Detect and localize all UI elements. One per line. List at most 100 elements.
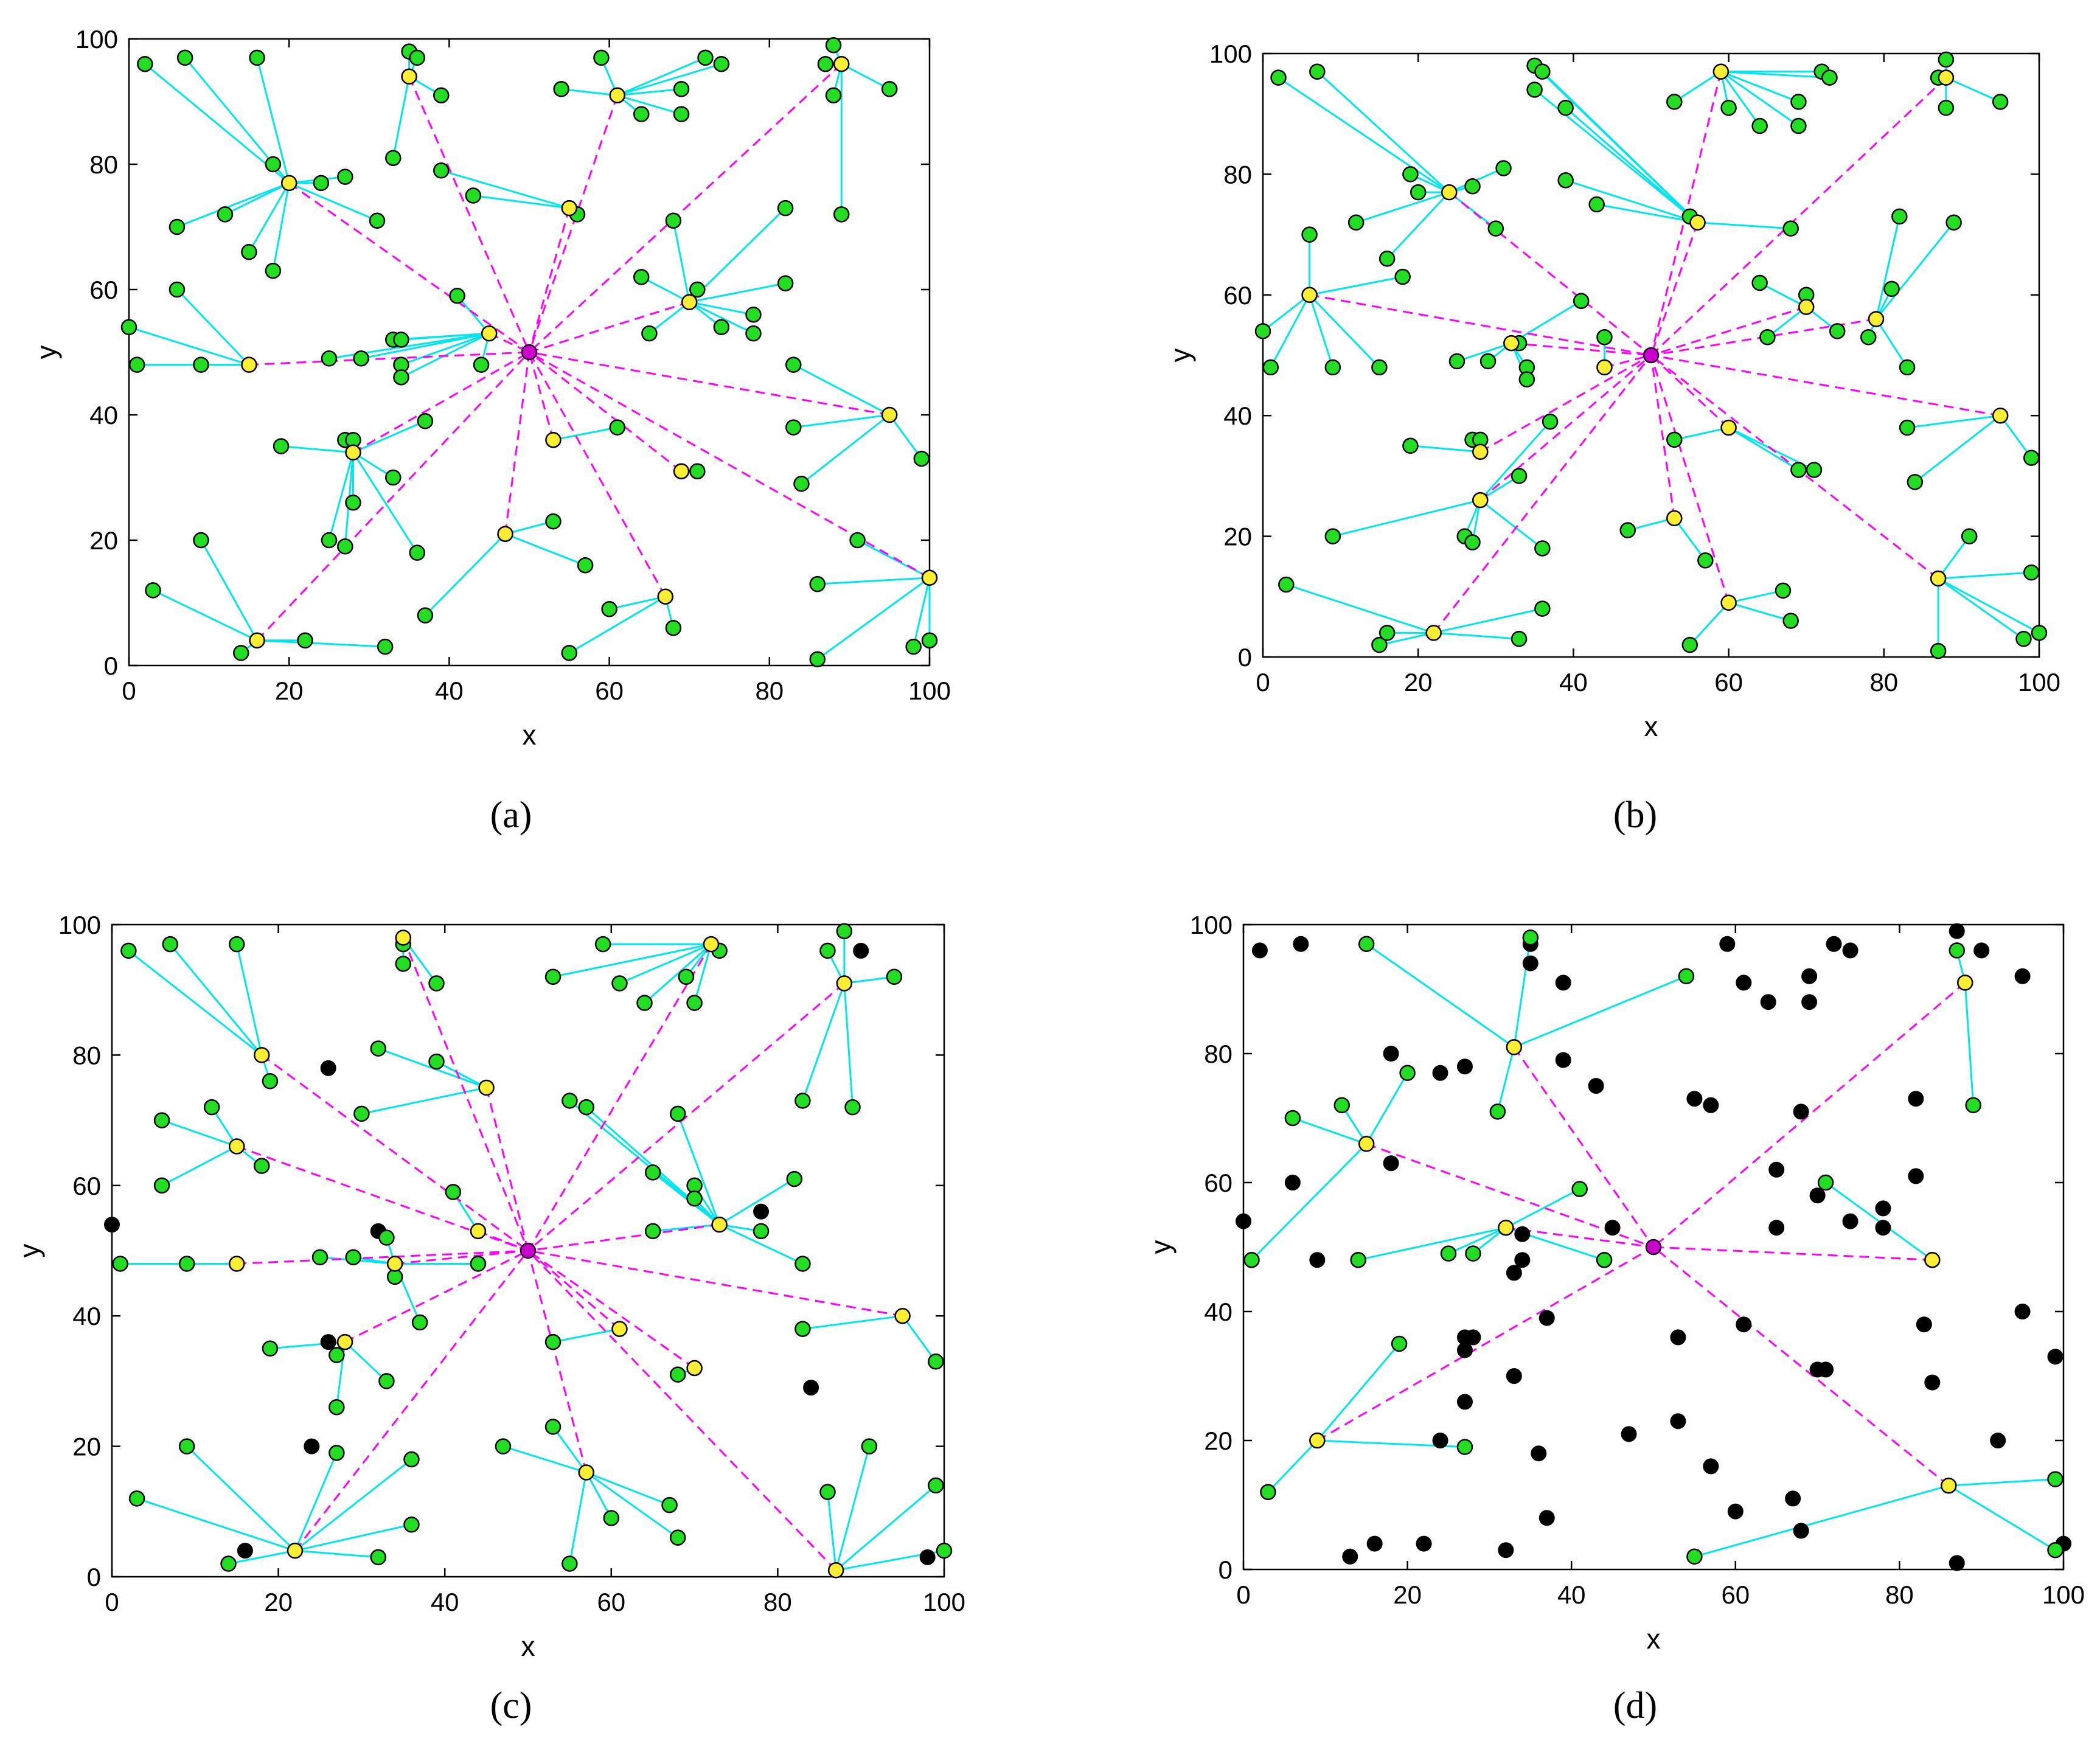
- y-axis-label: y: [1145, 1240, 1177, 1254]
- member-node: [785, 419, 802, 436]
- dead-node: [2014, 968, 2031, 984]
- cluster-link: [719, 1223, 804, 1265]
- cluster-link: [676, 1113, 721, 1225]
- cluster-link: [1949, 1478, 2056, 1487]
- dead-node: [1842, 942, 1858, 959]
- y-tick-label: 0: [1219, 1555, 1233, 1584]
- x-tick-label: 20: [275, 676, 304, 705]
- member-node: [369, 212, 386, 229]
- cluster-link: [1938, 577, 2025, 640]
- member-node: [785, 356, 802, 373]
- member-node: [253, 1158, 270, 1174]
- member-node: [809, 651, 826, 667]
- cluster-head-node: [921, 569, 938, 586]
- dead-node: [104, 1217, 120, 1233]
- cluster-head-node: [1924, 1251, 1941, 1268]
- cluster-link: [1759, 282, 1807, 308]
- dead-node: [1793, 1103, 1809, 1120]
- member-node: [669, 1366, 686, 1383]
- member-node: [1949, 942, 1966, 959]
- cluster-link: [569, 596, 666, 654]
- member-node: [603, 1510, 620, 1526]
- member-node: [578, 1099, 595, 1116]
- cluster-link: [504, 533, 586, 566]
- dead-node: [1293, 936, 1309, 952]
- member-node: [1534, 600, 1551, 617]
- member-node: [1686, 1548, 1703, 1565]
- member-node: [1817, 1174, 1834, 1191]
- cluster-head-node: [1498, 1219, 1514, 1236]
- dead-node: [1538, 1310, 1555, 1326]
- axes-box: [111, 923, 945, 1578]
- cluster-head-node: [497, 526, 513, 542]
- member-node: [562, 1555, 578, 1572]
- cluster-link: [857, 539, 930, 579]
- cluster-link: [617, 94, 682, 116]
- member-node: [1542, 413, 1559, 430]
- head-link: [527, 1249, 695, 1369]
- member-node: [417, 413, 434, 429]
- member-node: [1790, 462, 1807, 478]
- x-tick-label: 60: [597, 1588, 625, 1616]
- cluster-link: [1433, 608, 1543, 634]
- cluster-link: [1907, 414, 2001, 429]
- dead-node: [1949, 1555, 1965, 1571]
- member-node: [321, 350, 338, 367]
- cluster-link: [1366, 943, 1515, 1048]
- member-node: [2047, 1541, 2063, 1559]
- dead-node: [1538, 1510, 1555, 1526]
- cluster-link: [1938, 577, 2040, 634]
- member-node: [793, 476, 810, 492]
- head-link: [527, 1250, 588, 1473]
- x-tick-label: 40: [1557, 1580, 1586, 1609]
- cluster-head-node: [241, 356, 257, 373]
- axes-box: [1262, 52, 2040, 658]
- member-node: [145, 582, 161, 599]
- head-link: [1650, 355, 1730, 603]
- member-node: [678, 968, 695, 985]
- dead-node: [1416, 1535, 1432, 1552]
- member-node: [611, 975, 628, 992]
- member-node: [353, 350, 369, 367]
- cluster-head-node: [578, 1464, 595, 1481]
- dead-node: [1555, 1052, 1571, 1068]
- cluster-link: [802, 982, 846, 1101]
- dead-node: [1432, 1433, 1448, 1448]
- member-node: [203, 1099, 220, 1116]
- y-tick-label: 60: [72, 1172, 101, 1200]
- cluster-link: [456, 295, 490, 335]
- dead-node: [1875, 1200, 1891, 1217]
- member-node: [836, 923, 853, 939]
- cluster-link: [844, 976, 895, 984]
- member-node: [169, 218, 186, 235]
- cluster-link: [793, 364, 890, 416]
- dead-node: [1621, 1426, 1637, 1442]
- cluster-link: [257, 639, 386, 648]
- member-node: [1399, 1065, 1416, 1082]
- member-node: [1829, 323, 1846, 339]
- member-node: [1899, 419, 1916, 436]
- cluster-link: [841, 63, 890, 90]
- cluster-link: [1938, 571, 2032, 580]
- dead-node: [1719, 936, 1736, 952]
- head-link: [237, 1249, 529, 1265]
- member-node: [633, 106, 650, 122]
- cluster-head-node: [881, 406, 898, 423]
- member-node: [921, 632, 938, 649]
- cluster-link: [1720, 71, 1761, 127]
- x-tick-label: 80: [755, 676, 784, 705]
- cluster-head-node: [545, 431, 562, 448]
- cluster-link: [672, 220, 690, 302]
- member-node: [1309, 63, 1326, 80]
- head-link: [529, 351, 930, 579]
- x-tick-label: 100: [2018, 668, 2060, 697]
- dead-node: [1924, 1374, 1941, 1391]
- member-node: [2047, 1471, 2063, 1487]
- cluster-link: [1565, 179, 1698, 224]
- member-node: [162, 936, 179, 953]
- y-tick-label: 40: [72, 1302, 101, 1330]
- member-node: [385, 469, 402, 486]
- cluster-link: [561, 88, 617, 97]
- cluster-link: [1448, 1226, 1506, 1254]
